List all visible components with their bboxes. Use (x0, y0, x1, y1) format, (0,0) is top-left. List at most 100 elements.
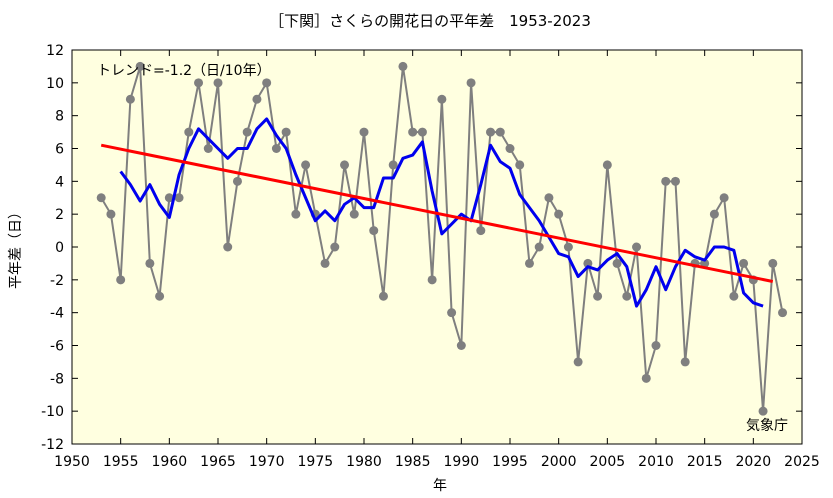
data-point (554, 209, 564, 219)
data-point (427, 275, 437, 285)
x-tick-label: 1975 (298, 454, 334, 470)
data-point (242, 127, 252, 137)
series-line-trend (100, 143, 774, 283)
data-point (709, 209, 719, 219)
data-point (349, 209, 359, 219)
data-point (437, 94, 447, 104)
series-layer (96, 61, 788, 416)
data-point (96, 193, 106, 203)
data-point (622, 291, 632, 301)
data-point (563, 242, 573, 252)
data-point (486, 127, 496, 137)
plot-area (72, 50, 802, 444)
data-point (369, 226, 379, 236)
data-point (768, 258, 778, 268)
data-point (135, 61, 145, 71)
x-tick-label: 1990 (444, 454, 480, 470)
x-tick-label: 1980 (346, 454, 382, 470)
plot-frame (71, 49, 803, 445)
data-point (641, 373, 651, 383)
data-point (651, 341, 661, 350)
y-tick-label: -12 (41, 437, 64, 453)
data-point (203, 144, 213, 153)
data-point (417, 127, 427, 137)
data-point (194, 78, 204, 88)
data-point (447, 308, 457, 318)
data-point (155, 291, 165, 301)
data-point (602, 160, 612, 170)
data-point (661, 176, 671, 186)
data-point (184, 127, 194, 137)
y-tick-label: -6 (50, 339, 64, 355)
data-point (466, 78, 476, 88)
x-tick-label: 1970 (249, 454, 285, 470)
data-point (262, 78, 272, 88)
data-point (573, 357, 583, 367)
data-point (544, 193, 554, 203)
data-point (340, 160, 350, 170)
data-point (301, 160, 311, 170)
data-point (632, 242, 642, 252)
data-point (495, 127, 505, 137)
data-point (583, 258, 593, 268)
series-line-running-mean (119, 117, 764, 308)
x-tick-label: 1985 (395, 454, 431, 470)
y-tick-label: -2 (50, 273, 64, 289)
data-point (252, 94, 262, 104)
x-tick-label: 1955 (103, 454, 139, 470)
y-axis-label: 平年差（日） (8, 205, 24, 289)
y-tick-label: -4 (50, 306, 64, 322)
data-point (223, 242, 233, 252)
x-tick-label: 1965 (200, 454, 236, 470)
data-point (125, 94, 135, 104)
data-point (476, 226, 486, 236)
data-point (330, 242, 340, 252)
x-tick-label: 2000 (541, 454, 577, 470)
data-point (593, 291, 603, 301)
data-point (408, 127, 418, 137)
x-axis-label: 年 (433, 478, 447, 494)
y-tick-label: 6 (55, 142, 64, 158)
data-point (281, 127, 291, 137)
y-tick-label: 2 (55, 207, 64, 223)
y-tick-label: 10 (46, 76, 64, 92)
data-point (213, 78, 223, 88)
data-point (271, 144, 281, 153)
data-point (232, 176, 242, 186)
data-point (739, 258, 749, 268)
y-tick-label: 0 (55, 240, 64, 256)
data-point (398, 61, 408, 71)
x-tick-label: 1995 (492, 454, 528, 470)
x-tick-label: 2005 (590, 454, 626, 470)
data-point (164, 193, 174, 203)
source-label: 気象庁 (746, 418, 788, 434)
data-point (670, 176, 680, 186)
data-point (612, 258, 622, 268)
data-point (456, 341, 466, 350)
trend-label: トレンド=-1.2（日/10年） (97, 63, 271, 79)
data-point (378, 291, 388, 301)
y-tick-label: -10 (41, 404, 64, 420)
y-tick-label: 4 (55, 174, 64, 190)
data-point (145, 258, 155, 268)
data-point (515, 160, 525, 170)
ticks-layer: -12 -10 -8 -6 -4 -2 0 2 4 6 8 10 12 1950 1955 1960 1965 1… (41, 43, 820, 470)
data-point (680, 357, 690, 367)
data-point (388, 160, 398, 170)
y-tick-label: 12 (46, 43, 64, 59)
data-point (320, 258, 330, 268)
data-point (291, 209, 301, 219)
data-point (778, 308, 788, 318)
data-point (106, 209, 116, 219)
x-tick-label: 1950 (54, 454, 90, 470)
data-point (729, 291, 739, 301)
x-tick-label: 2025 (784, 454, 820, 470)
y-tick-label: -8 (50, 371, 64, 387)
data-point (174, 193, 184, 203)
data-point (524, 258, 534, 268)
y-tick-label: 8 (55, 109, 64, 125)
data-point (505, 144, 515, 153)
data-point (534, 242, 544, 252)
